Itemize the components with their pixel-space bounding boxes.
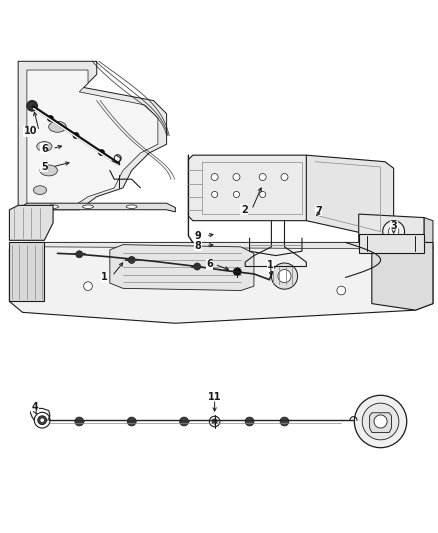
Polygon shape: [10, 205, 53, 240]
Text: 10: 10: [24, 126, 37, 136]
Text: 8: 8: [194, 240, 201, 251]
Text: 1: 1: [267, 260, 274, 270]
Circle shape: [265, 259, 273, 267]
Polygon shape: [370, 413, 392, 432]
Ellipse shape: [49, 122, 66, 132]
Circle shape: [127, 417, 136, 426]
Polygon shape: [306, 155, 394, 238]
Circle shape: [76, 251, 83, 258]
Circle shape: [354, 395, 407, 448]
Circle shape: [233, 191, 240, 198]
Circle shape: [212, 419, 217, 424]
Circle shape: [245, 417, 254, 426]
Polygon shape: [22, 203, 175, 212]
Ellipse shape: [40, 165, 57, 176]
Text: 6: 6: [41, 143, 48, 154]
Text: 11: 11: [208, 392, 221, 401]
Circle shape: [374, 415, 387, 428]
Circle shape: [272, 263, 297, 289]
Circle shape: [212, 191, 218, 198]
Circle shape: [266, 246, 273, 253]
Circle shape: [38, 416, 46, 425]
Polygon shape: [372, 243, 433, 310]
Circle shape: [283, 246, 290, 253]
Circle shape: [27, 101, 37, 111]
Circle shape: [278, 270, 291, 282]
Text: 7: 7: [315, 206, 322, 216]
Circle shape: [260, 191, 266, 198]
Circle shape: [381, 282, 389, 290]
Text: 5: 5: [41, 162, 48, 172]
Circle shape: [73, 133, 79, 139]
Circle shape: [40, 418, 44, 422]
Circle shape: [99, 149, 105, 156]
Ellipse shape: [48, 205, 59, 208]
Polygon shape: [359, 214, 424, 247]
Polygon shape: [359, 234, 424, 253]
Text: 9: 9: [194, 231, 201, 241]
Circle shape: [275, 248, 282, 255]
Circle shape: [281, 174, 288, 181]
Circle shape: [233, 268, 241, 276]
Circle shape: [280, 417, 289, 426]
Polygon shape: [27, 70, 158, 205]
Text: 4: 4: [32, 402, 38, 412]
Polygon shape: [10, 243, 433, 323]
Circle shape: [389, 227, 399, 237]
Circle shape: [47, 116, 53, 122]
Polygon shape: [10, 243, 44, 302]
Circle shape: [75, 417, 84, 426]
Circle shape: [271, 253, 277, 260]
Circle shape: [337, 286, 346, 295]
Text: 3: 3: [390, 221, 397, 231]
Circle shape: [286, 253, 292, 260]
Ellipse shape: [33, 185, 46, 195]
Polygon shape: [110, 245, 254, 290]
Circle shape: [128, 256, 135, 263]
Ellipse shape: [82, 205, 93, 208]
Circle shape: [233, 174, 240, 181]
Polygon shape: [424, 217, 433, 249]
Circle shape: [194, 263, 201, 270]
Polygon shape: [44, 243, 433, 249]
Circle shape: [362, 403, 399, 440]
Ellipse shape: [37, 142, 52, 151]
Polygon shape: [188, 155, 315, 221]
Text: 6: 6: [206, 260, 213, 269]
Text: 2: 2: [241, 205, 248, 215]
Circle shape: [383, 221, 405, 243]
Text: 1: 1: [101, 272, 108, 282]
Circle shape: [180, 417, 188, 426]
Circle shape: [211, 174, 218, 181]
Polygon shape: [18, 61, 166, 210]
Ellipse shape: [126, 205, 137, 208]
Circle shape: [259, 174, 266, 181]
Circle shape: [84, 282, 92, 290]
